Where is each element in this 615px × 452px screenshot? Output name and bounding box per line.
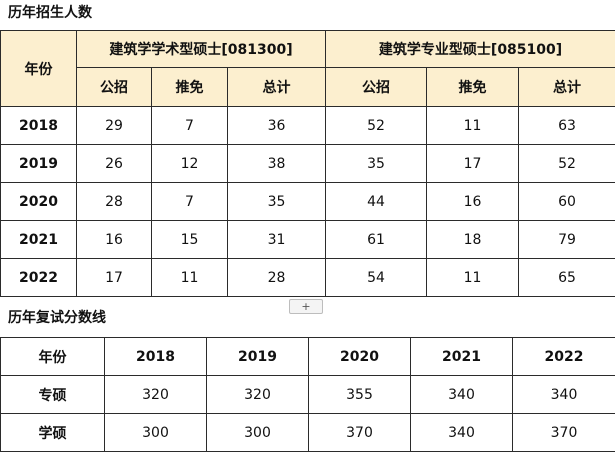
table-row: 2022 17 11 28 54 11 65 bbox=[0, 258, 615, 297]
year-cell: 2021 bbox=[0, 220, 77, 259]
table-cell: 18 bbox=[426, 220, 520, 259]
year-cell: 2022 bbox=[0, 258, 77, 297]
table-cell: 300 bbox=[206, 413, 309, 452]
table-cell: 28 bbox=[226, 258, 327, 297]
table-cell: 370 bbox=[512, 413, 615, 452]
table-cell: 44 bbox=[325, 182, 428, 221]
table-cell: 340 bbox=[512, 375, 615, 414]
table-cell: 29 bbox=[76, 106, 152, 145]
year-column-header: 2021 bbox=[410, 337, 513, 376]
enrollment-table: 年份 建筑学学术型硕士[081300] 建筑学专业型硕士[085100] 公招 … bbox=[0, 30, 615, 297]
table-cell: 15 bbox=[151, 220, 228, 259]
table-row: 2019 26 12 38 35 17 52 bbox=[0, 144, 615, 183]
table-cell: 60 bbox=[518, 182, 615, 221]
row-label: 学硕 bbox=[0, 413, 105, 452]
table-cell: 11 bbox=[426, 258, 520, 297]
year-column-header: 2022 bbox=[512, 337, 615, 376]
table-row: 专硕 320 320 355 340 340 bbox=[0, 375, 615, 414]
table-cell: 11 bbox=[151, 258, 228, 297]
table-cell: 65 bbox=[518, 258, 615, 297]
table-cell: 35 bbox=[226, 182, 327, 221]
table-cell: 31 bbox=[226, 220, 327, 259]
table-cell: 17 bbox=[76, 258, 152, 297]
table-cell: 54 bbox=[325, 258, 428, 297]
year-column-header: 2020 bbox=[308, 337, 411, 376]
table-cell: 11 bbox=[426, 106, 520, 145]
table-cell: 17 bbox=[426, 144, 520, 183]
table-cell: 79 bbox=[518, 220, 615, 259]
score-table: 年份 2018 2019 2020 2021 2022 专硕 320 320 3… bbox=[0, 337, 615, 452]
academic-master-header: 建筑学学术型硕士[081300] bbox=[75, 30, 327, 68]
table-cell: 320 bbox=[104, 375, 207, 414]
table-cell: 12 bbox=[151, 144, 228, 183]
table-cell: 7 bbox=[151, 106, 228, 145]
add-row-button[interactable]: + bbox=[289, 299, 323, 314]
year-header: 年份 bbox=[0, 30, 77, 107]
table-cell: 300 bbox=[104, 413, 207, 452]
year-column-header: 2019 bbox=[206, 337, 309, 376]
table-cell: 370 bbox=[308, 413, 411, 452]
table-header-row: 年份 建筑学学术型硕士[081300] 建筑学专业型硕士[085100] bbox=[0, 30, 615, 107]
subheader-public-academic: 公招 bbox=[76, 67, 152, 107]
table-cell: 36 bbox=[226, 106, 327, 145]
table-cell: 16 bbox=[76, 220, 152, 259]
table-cell: 355 bbox=[308, 375, 411, 414]
year-cell: 2018 bbox=[0, 106, 77, 145]
table-cell: 28 bbox=[76, 182, 152, 221]
table-row: 2018 29 7 36 52 11 63 bbox=[0, 106, 615, 145]
subheader-public-professional: 公招 bbox=[325, 67, 428, 107]
table-cell: 340 bbox=[410, 375, 513, 414]
table-cell: 320 bbox=[206, 375, 309, 414]
year-cell: 2020 bbox=[0, 182, 77, 221]
table-cell: 61 bbox=[325, 220, 428, 259]
table-header-row: 年份 2018 2019 2020 2021 2022 bbox=[0, 337, 615, 376]
table-subheader-row: 公招 推免 总计 公招 推免 总计 bbox=[1, 67, 615, 107]
subheader-total-professional: 总计 bbox=[518, 67, 615, 107]
score-section-title: 历年复试分数线 bbox=[8, 310, 106, 326]
subheader-total-academic: 总计 bbox=[226, 67, 327, 107]
table-row: 学硕 300 300 370 340 370 bbox=[0, 413, 615, 452]
year-cell: 2019 bbox=[0, 144, 77, 183]
year-header: 年份 bbox=[0, 337, 105, 376]
table-cell: 52 bbox=[518, 144, 615, 183]
table-cell: 52 bbox=[325, 106, 428, 145]
table-cell: 63 bbox=[518, 106, 615, 145]
subheader-recommended-academic: 推免 bbox=[151, 67, 228, 107]
table-cell: 16 bbox=[426, 182, 520, 221]
row-label: 专硕 bbox=[0, 375, 105, 414]
table-cell: 38 bbox=[226, 144, 327, 183]
table-row: 2020 28 7 35 44 16 60 bbox=[0, 182, 615, 221]
professional-master-header: 建筑学专业型硕士[085100] bbox=[325, 30, 615, 68]
enrollment-section-title: 历年招生人数 bbox=[8, 5, 92, 21]
table-cell: 340 bbox=[410, 413, 513, 452]
table-cell: 7 bbox=[151, 182, 228, 221]
year-column-header: 2018 bbox=[104, 337, 207, 376]
table-cell: 26 bbox=[76, 144, 152, 183]
table-cell: 35 bbox=[325, 144, 428, 183]
table-row: 2021 16 15 31 61 18 79 bbox=[0, 220, 615, 259]
subheader-recommended-professional: 推免 bbox=[426, 67, 520, 107]
